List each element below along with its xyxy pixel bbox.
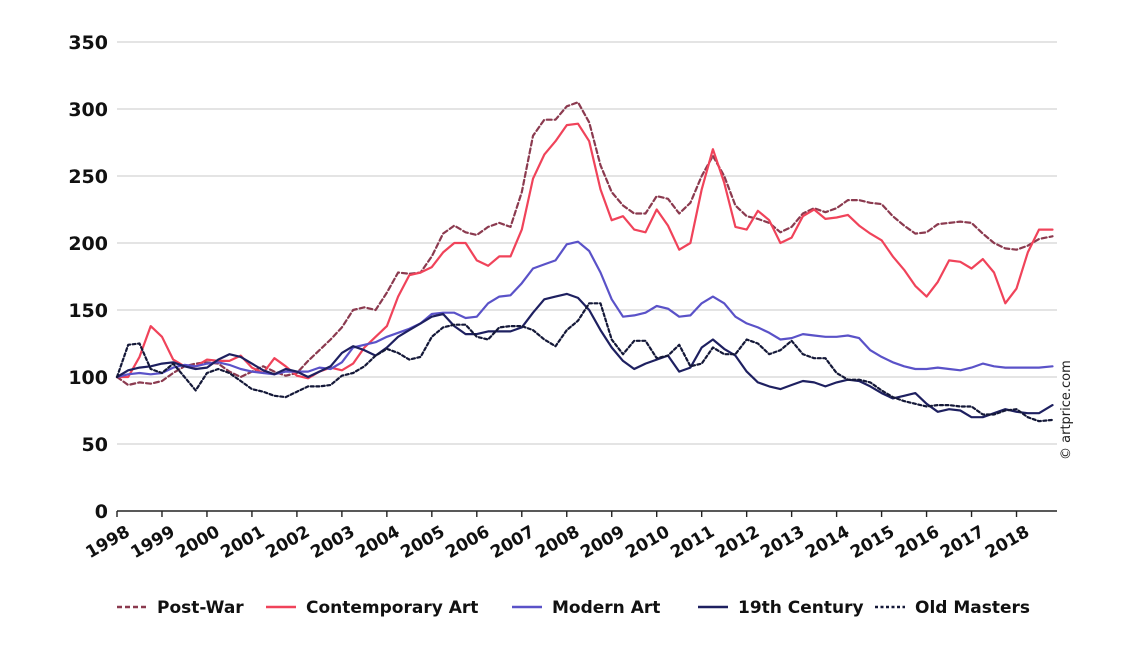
series-lines: [115, 101, 1054, 423]
x-tick-label: 1999: [127, 522, 178, 563]
x-tick-label: 2006: [442, 522, 493, 563]
x-tick-label: 2014: [802, 522, 853, 563]
x-tick-label: 2011: [667, 522, 718, 563]
x-tick-label: 2009: [577, 522, 628, 563]
x-tick-label: 2016: [892, 522, 943, 563]
series-line-old-masters: [115, 302, 1054, 423]
y-tick-label: 100: [68, 367, 108, 389]
x-tick-label: 2000: [172, 522, 223, 563]
legend-label: 19th Century: [738, 598, 864, 618]
series-line-post-war: [115, 101, 1054, 387]
x-tick-label: 2010: [622, 522, 673, 563]
series-line-19th-century: [115, 292, 1054, 419]
x-tick-label: 2015: [847, 522, 898, 563]
x-tick-label: 2002: [262, 522, 313, 563]
x-tick-label: 1998: [83, 522, 134, 563]
x-tick-label: 2018: [982, 522, 1033, 563]
x-tick-label: 2017: [937, 522, 988, 563]
x-tick-label: 2004: [352, 522, 403, 563]
x-tick-label: 2001: [217, 522, 268, 563]
y-tick-label: 300: [68, 99, 108, 121]
y-tick-label: 0: [95, 501, 108, 523]
x-tick-label: 2003: [307, 522, 358, 563]
y-tick-label: 200: [68, 233, 108, 255]
legend-label: Contemporary Art: [306, 598, 478, 618]
x-axis-ticks: 1998199920002001200220032004200520062007…: [83, 511, 1033, 563]
y-axis-ticks: 0 50 100 150 200 250 300 350: [68, 32, 108, 523]
legend: Post-War Contemporary Art Modern Art 19th C…: [117, 598, 1030, 618]
x-tick-label: 2012: [712, 522, 763, 563]
x-tick-label: 2008: [532, 522, 583, 563]
credit-text: © artprice.com: [1059, 360, 1074, 460]
y-tick-label: 50: [82, 434, 108, 456]
x-tick-label: 2013: [757, 522, 808, 563]
x-tick-label: 2005: [397, 522, 448, 563]
legend-label: Modern Art: [552, 598, 660, 618]
legend-label: Old Masters: [915, 598, 1030, 618]
series-line-contemporary-art: [115, 122, 1054, 380]
y-tick-label: 350: [68, 32, 108, 54]
y-tick-label: 250: [68, 166, 108, 188]
y-tick-label: 150: [68, 300, 108, 322]
grid-lines: [117, 41, 1057, 445]
legend-label: Post-War: [157, 598, 244, 618]
x-tick-label: 2007: [487, 522, 538, 563]
